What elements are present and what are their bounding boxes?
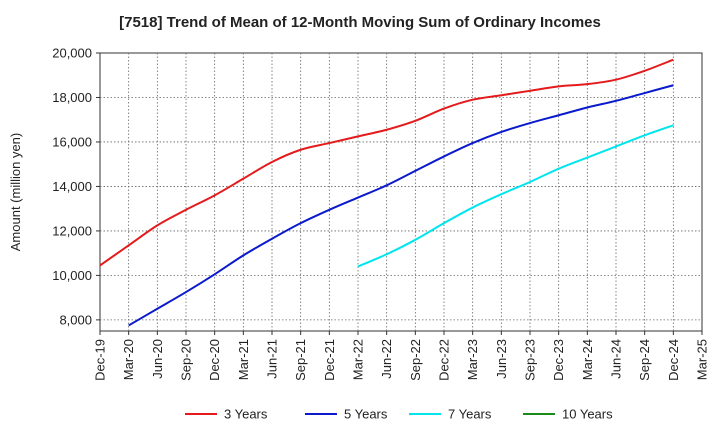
legend-label-10-years: 10 Years bbox=[562, 407, 613, 422]
x-tick-label: Sep-22 bbox=[408, 339, 423, 381]
x-tick-label: Sep-20 bbox=[179, 339, 194, 381]
x-tick-label: Jun-22 bbox=[379, 339, 394, 379]
x-tick-label: Dec-19 bbox=[93, 339, 108, 381]
legend-label-5-years: 5 Years bbox=[344, 407, 388, 422]
y-tick-label: 16,000 bbox=[52, 134, 92, 149]
x-tick-label: Dec-23 bbox=[551, 339, 566, 381]
x-tick-label: Mar-23 bbox=[465, 339, 480, 380]
series-line-7-years bbox=[357, 124, 674, 268]
x-tick-label: Dec-21 bbox=[322, 339, 337, 381]
x-tick-label: Mar-22 bbox=[351, 339, 366, 380]
legend-label-3-years: 3 Years bbox=[224, 407, 268, 422]
y-tick-label: 10,000 bbox=[52, 268, 92, 283]
plot-area bbox=[99, 52, 703, 332]
x-tick-label: Sep-23 bbox=[523, 339, 538, 381]
x-tick-label: Dec-24 bbox=[666, 339, 681, 381]
y-axis-label: Amount (million yen) bbox=[8, 133, 23, 252]
x-tick-label: Sep-24 bbox=[637, 339, 652, 381]
x-tick-label: Jun-20 bbox=[150, 339, 165, 379]
y-tick-label: 12,000 bbox=[52, 223, 92, 238]
x-tick-label: Jun-23 bbox=[494, 339, 509, 379]
x-tick-label: Mar-20 bbox=[121, 339, 136, 380]
y-tick-label: 20,000 bbox=[52, 46, 92, 61]
x-tick-label: Dec-20 bbox=[207, 339, 222, 381]
x-tick-label: Mar-21 bbox=[236, 339, 251, 380]
y-tick-label: 18,000 bbox=[52, 90, 92, 105]
x-tick-label: Jun-21 bbox=[265, 339, 280, 379]
x-tick-label: Mar-25 bbox=[695, 339, 710, 380]
x-tick-label: Dec-22 bbox=[437, 339, 452, 381]
y-tick-label: 8,000 bbox=[59, 312, 92, 327]
y-tick-label: 14,000 bbox=[52, 179, 92, 194]
x-tick-label: Jun-24 bbox=[609, 339, 624, 379]
series-line-3-years bbox=[99, 58, 674, 267]
chart-title: [7518] Trend of Mean of 12-Month Moving … bbox=[119, 14, 601, 31]
x-tick-label: Mar-24 bbox=[580, 339, 595, 380]
x-tick-label: Sep-21 bbox=[293, 339, 308, 381]
series-line-5-years bbox=[128, 84, 674, 327]
legend-label-7-years: 7 Years bbox=[448, 407, 492, 422]
